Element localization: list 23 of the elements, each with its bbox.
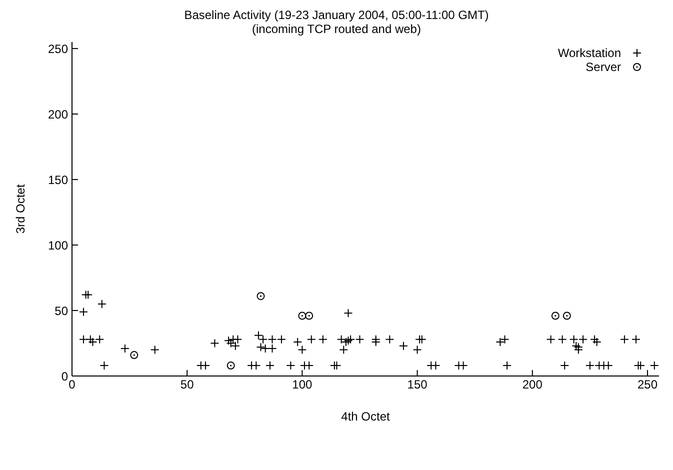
legend-label: Workstation bbox=[558, 46, 621, 60]
point bbox=[256, 292, 265, 300]
chart-subtitle: (incoming TCP routed and web) bbox=[251, 22, 422, 36]
x-tick-label: 100 bbox=[292, 378, 313, 392]
point bbox=[298, 312, 306, 320]
y-tick-label: 100 bbox=[48, 238, 68, 252]
point bbox=[130, 351, 138, 360]
x-tick-label: 200 bbox=[522, 378, 543, 392]
point bbox=[562, 312, 571, 320]
y-axis-title: 3rd Octet bbox=[13, 184, 28, 234]
x-tick-label: 150 bbox=[407, 378, 428, 392]
y-tick-label: 50 bbox=[54, 304, 68, 318]
x-tick-label: 250 bbox=[637, 378, 658, 392]
chart-title: Baseline Activity (19-23 January 2004, 05:00-11:00 GMT) bbox=[183, 8, 490, 22]
x-axis-title: 4th Octet bbox=[341, 410, 391, 424]
x-tick-label: 50 bbox=[180, 378, 194, 392]
point bbox=[305, 312, 314, 320]
point bbox=[226, 362, 235, 370]
point bbox=[551, 312, 560, 320]
y-tick-label: 200 bbox=[48, 107, 68, 122]
y-tick-label: 250 bbox=[48, 42, 68, 56]
y-tick-label: 150 bbox=[48, 172, 68, 187]
legend-label: Server bbox=[586, 60, 621, 74]
